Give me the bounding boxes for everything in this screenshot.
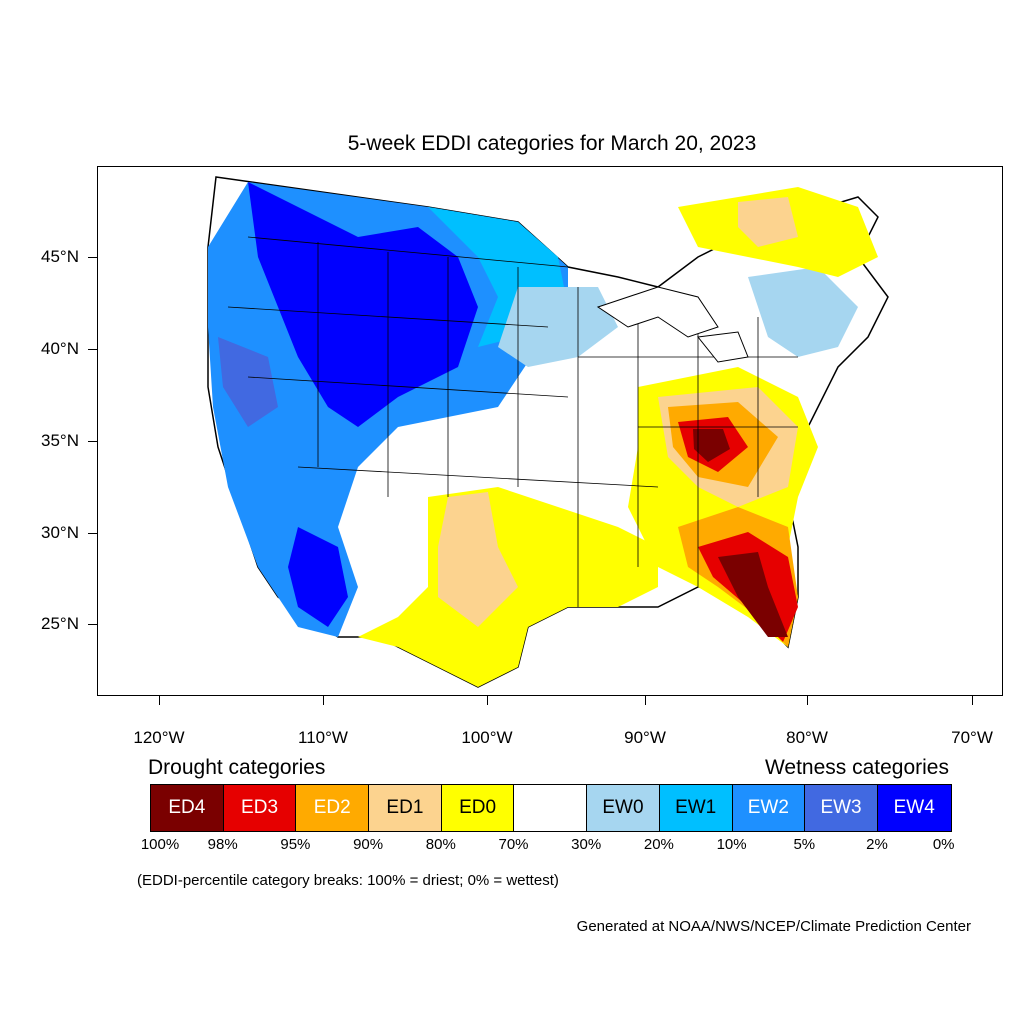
lon-label-70: 70°W	[951, 728, 993, 747]
percentile-label: 90%	[353, 836, 384, 853]
lon-label-80: 80°W	[786, 728, 828, 747]
percentile-label: 5%	[793, 836, 816, 853]
dry-region-ed1-texas	[438, 492, 518, 627]
lat-label-40: 40°N	[41, 339, 79, 358]
dry-region-ed4-florida	[718, 552, 788, 637]
map-title: 5-week EDDI categories for March 20, 202…	[347, 132, 757, 155]
great-lakes	[596, 286, 749, 363]
legend-colorbar: ED4 ED3 ED2 ED1 ED0 EW0 EW1 EW2 EW3 EW4	[150, 784, 952, 832]
lon-tick	[487, 696, 488, 705]
dry-region-ed1-northeast	[738, 197, 798, 247]
wet-region-ew0-ne	[748, 267, 858, 357]
lat-tick	[88, 441, 97, 442]
lon-label-120: 120°W	[133, 728, 185, 747]
lon-tick	[159, 696, 160, 705]
wet-region-ew0	[498, 287, 618, 367]
wet-region-ew4-north	[248, 182, 478, 427]
legend-cell-ew3: EW3	[805, 785, 878, 831]
lat-tick	[88, 533, 97, 534]
credit-text: Generated at NOAA/NWS/NCEP/Climate Predi…	[576, 918, 971, 935]
percentile-label: 98%	[207, 836, 238, 853]
percentile-label: 20%	[643, 836, 674, 853]
percentile-label: 100%	[140, 836, 180, 853]
drought-categories-title: Drought categories	[148, 756, 326, 779]
percentile-label: 2%	[866, 836, 888, 853]
lon-label-110: 110°W	[298, 728, 348, 747]
legend-cell-ed0: ED0	[441, 785, 515, 831]
lat-label-30: 30°N	[41, 523, 79, 542]
legend-cell-ew0: EW0	[587, 785, 660, 831]
eddi-map	[97, 166, 1003, 696]
legend-cell-ed3: ED3	[223, 785, 297, 831]
wetness-categories-title: Wetness categories	[764, 756, 949, 779]
legend-cell-ed1: ED1	[369, 785, 442, 831]
lat-tick	[88, 349, 97, 350]
percentile-label: 80%	[425, 836, 456, 853]
legend-cell-neutral	[514, 785, 588, 831]
lat-tick	[88, 624, 97, 625]
wet-region-ew3	[218, 337, 278, 427]
lon-tick	[972, 696, 973, 705]
legend-cell-ew2: EW2	[732, 785, 806, 831]
percentile-label: 70%	[498, 836, 529, 853]
eddi-map-canvas	[207, 176, 889, 688]
lat-label-25: 25°N	[41, 614, 79, 633]
lon-tick	[645, 696, 646, 705]
lat-label-45: 45°N	[41, 247, 79, 266]
lon-tick	[807, 696, 808, 705]
lon-label-90: 90°W	[624, 728, 666, 747]
dry-region-ed4-ohio-valley	[693, 429, 730, 462]
category-breaks-note: (EDDI-percentile category breaks: 100% =…	[137, 872, 559, 889]
legend-cell-ed2: ED2	[296, 785, 370, 831]
legend-cell-ew1: EW1	[659, 785, 733, 831]
percentile-label: 30%	[571, 836, 602, 853]
legend-cell-ew4: EW4	[877, 785, 951, 831]
legend-cell-ed4: ED4	[151, 785, 224, 831]
lat-tick	[88, 257, 97, 258]
percentile-label: 95%	[280, 836, 311, 853]
state-borders	[227, 236, 798, 607]
percentile-label: 10%	[716, 836, 747, 853]
wet-region-ew4-southwest	[288, 527, 348, 627]
lon-tick	[323, 696, 324, 705]
lat-label-35: 35°N	[41, 431, 79, 450]
lon-label-100: 100°W	[461, 728, 513, 747]
percentile-label: 0%	[932, 836, 955, 853]
